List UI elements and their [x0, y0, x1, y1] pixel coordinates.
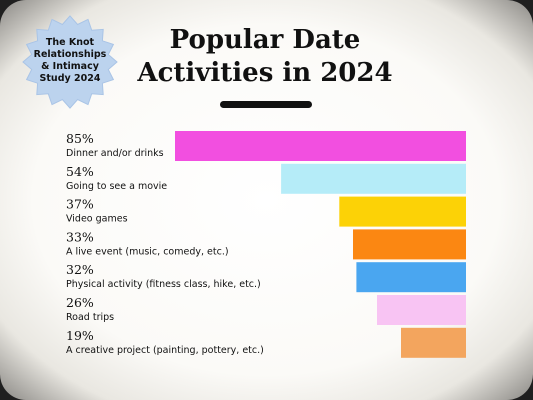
bar	[281, 163, 466, 194]
starburst-icon	[22, 15, 118, 109]
category-label: Physical activity (fitness class, hike, …	[66, 279, 261, 290]
bar-value-label: 33%	[66, 229, 94, 244]
bar	[377, 295, 466, 325]
category-label: Road trips	[66, 312, 114, 323]
category-label: Dinner and/or drinks	[66, 148, 164, 159]
bar	[353, 229, 466, 260]
chart-title: Popular Date Activities in 2024	[130, 24, 400, 90]
study-badge: The Knot Relationships & Intimacy Study …	[16, 14, 124, 110]
badge-line: Relationships	[33, 49, 107, 60]
chart-title-line: Popular Date	[169, 25, 361, 55]
category-label: Video games	[66, 214, 128, 225]
bar-value-label: 26%	[66, 295, 94, 310]
chart-title-line: Activities in 2024	[137, 58, 393, 88]
category-label: Going to see a movie	[66, 181, 167, 192]
bar-value-label: 19%	[66, 328, 94, 343]
badge-line: & Intimacy	[41, 61, 99, 72]
bar-value-label: 54%	[66, 164, 94, 179]
bar-value-label: 37%	[66, 197, 94, 212]
bar	[175, 131, 466, 161]
bar	[401, 327, 466, 358]
badge-text: The Knot Relationships & Intimacy Study …	[16, 37, 124, 85]
badge-line: Study 2024	[39, 73, 101, 84]
bar	[339, 196, 466, 227]
category-label: A live event (music, comedy, etc.)	[66, 246, 229, 257]
bar-value-label: 32%	[66, 262, 94, 277]
bar-value-label: 85%	[66, 131, 94, 146]
category-label: A creative project (painting, pottery, e…	[66, 345, 264, 356]
badge-line: The Knot	[45, 37, 95, 48]
bar	[356, 262, 466, 293]
title-underline	[220, 101, 312, 108]
